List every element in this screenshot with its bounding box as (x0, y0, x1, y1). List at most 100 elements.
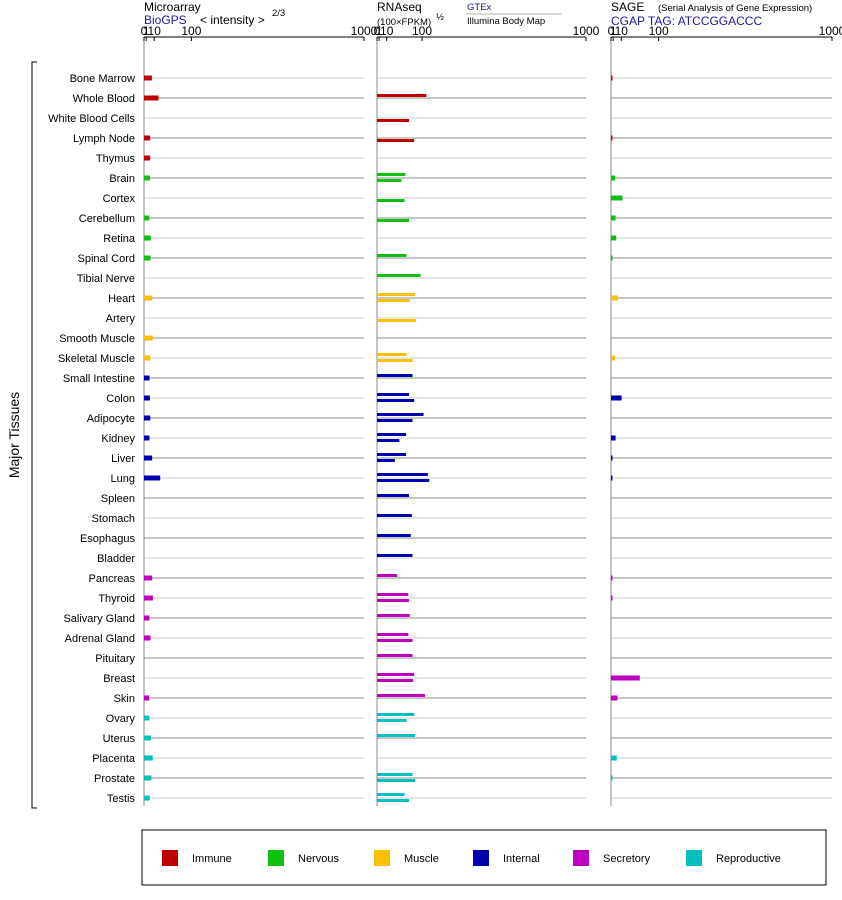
rnaseq-bar-illumina (377, 439, 400, 442)
legend-label-internal: Internal (503, 853, 540, 865)
panel-axes: 011010010000110100100001101001000 (141, 24, 842, 806)
rnaseq-bar-gtex (377, 734, 416, 737)
rnaseq-bar-illumina (377, 399, 415, 402)
sage-bar (611, 355, 616, 361)
tissue-label: Tibial Nerve (77, 273, 135, 285)
microarray-bar (144, 255, 151, 261)
panel-0-tick-label: 1000 (351, 24, 378, 38)
rnaseq-bar-gtex (377, 173, 406, 176)
sage-bar (611, 435, 616, 441)
rnaseq-bar-gtex (377, 614, 410, 617)
sage-bar (611, 455, 613, 461)
tissue-label: Whole Blood (73, 93, 135, 105)
rnaseq-bar-gtex (377, 94, 427, 97)
tissue-label: Retina (103, 233, 136, 245)
rnaseq-bar-gtex (377, 274, 421, 277)
rnaseq-bar-gtex (377, 413, 424, 416)
rnaseq-bar-illumina (377, 419, 413, 422)
sage-bar (611, 695, 618, 701)
tissue-label: Bladder (97, 553, 135, 565)
microarray-bar (144, 215, 150, 221)
tissue-label: Cortex (103, 193, 136, 205)
legend-label-secretory: Secretory (603, 853, 651, 865)
sage-bar (611, 675, 640, 681)
rnaseq-axis-note: (100×FPKM) (377, 17, 431, 28)
rnaseq-bar-gtex (377, 293, 416, 296)
microarray-bar (144, 735, 152, 741)
tissue-label: Ovary (106, 713, 136, 725)
rnaseq-bar-gtex (377, 494, 410, 497)
legend-swatch-immune (162, 850, 178, 866)
microarray-bar (144, 355, 151, 361)
rnaseq-bar-illumina (377, 179, 402, 182)
tissue-label: Bone Marrow (70, 73, 135, 85)
microarray-bar (144, 615, 150, 621)
panel-1-tick-label: 10 (380, 24, 394, 38)
rnaseq-bar-gtex (377, 673, 415, 676)
tissue-rows: Bone Marrow Whole Blood White Blood Cells L… (6, 61, 832, 809)
panel-2-tick-label: 10 (615, 24, 629, 38)
microarray-bar (144, 335, 153, 341)
panel-0-tick-label: 1 (143, 24, 150, 38)
tissue-label: Spleen (101, 493, 135, 505)
microarray-title: Microarray (144, 0, 201, 14)
rnaseq-bar-illumina (377, 199, 405, 202)
microarray-bar (144, 775, 152, 781)
sage-bar (611, 295, 618, 301)
rnaseq-bar-illumina (377, 779, 416, 782)
sage-bar (611, 75, 613, 81)
tissue-label: Spinal Cord (78, 253, 135, 265)
rnaseq-bar-gtex (377, 713, 415, 716)
microarray-bar (144, 475, 161, 481)
tissue-label: Colon (106, 393, 135, 405)
rnaseq-bar-illumina (377, 299, 410, 302)
sage-bar (611, 395, 622, 401)
legend-label-reproductive: Reproductive (716, 853, 781, 865)
panel-2-tick-label: 100 (649, 24, 669, 38)
tissue-label: Small Intestine (63, 373, 135, 385)
legend-swatch-reproductive (686, 850, 702, 866)
tissue-label: Breast (103, 673, 135, 685)
legend-swatch-internal (473, 850, 489, 866)
panel-2-tick-label: 1000 (819, 24, 842, 38)
microarray-bar (144, 415, 151, 421)
y-axis-title: Major Tissues (6, 392, 22, 478)
microarray-bar (144, 155, 151, 161)
rnaseq-bar-gtex (377, 514, 412, 517)
panel-1-tick-label: 100 (412, 24, 432, 38)
rnaseq-bar-gtex (377, 353, 407, 356)
microarray-subtitle: BioGPS (144, 13, 187, 27)
legend-label-immune: Immune (192, 853, 232, 865)
sage-bar (611, 475, 613, 481)
expression-bars (144, 75, 640, 802)
rnaseq-bar-gtex (377, 534, 411, 537)
tissue-label: Adrenal Gland (65, 633, 135, 645)
tissue-label: Testis (107, 793, 136, 805)
sage-bar (611, 175, 616, 181)
rnaseq-bar-gtex (377, 633, 409, 636)
sage-bar (611, 775, 613, 781)
rnaseq-title: RNAseq (377, 0, 422, 14)
rnaseq-bar-gtex (377, 654, 413, 657)
legend-label-nervous: Nervous (298, 853, 339, 865)
rnaseq-axis-exponent: ½ (436, 12, 444, 23)
microarray-bar (144, 175, 150, 181)
rnaseq-bar-illumina (377, 359, 413, 362)
panel-2-tick-label: 0 (608, 24, 615, 38)
sage-title: SAGE (611, 0, 644, 14)
rnaseq-bar-illumina (377, 479, 430, 482)
microarray-bar (144, 635, 151, 641)
tissue-label: Pituitary (95, 653, 135, 665)
legend-swatch-secretory (573, 850, 589, 866)
rnaseq-bar-illumina (377, 139, 415, 142)
sage-bar (611, 255, 613, 261)
rnaseq-bar-illumina (377, 719, 407, 722)
tissue-label: Lymph Node (73, 133, 135, 145)
tissue-label: Skin (114, 693, 135, 705)
microarray-axis-note: < intensity > (200, 13, 265, 27)
legend-swatch-nervous (268, 850, 284, 866)
tissue-label: Thyroid (98, 593, 135, 605)
tissue-label: Prostate (94, 773, 135, 785)
sage-bar (611, 215, 616, 221)
sage-bar (611, 135, 613, 141)
